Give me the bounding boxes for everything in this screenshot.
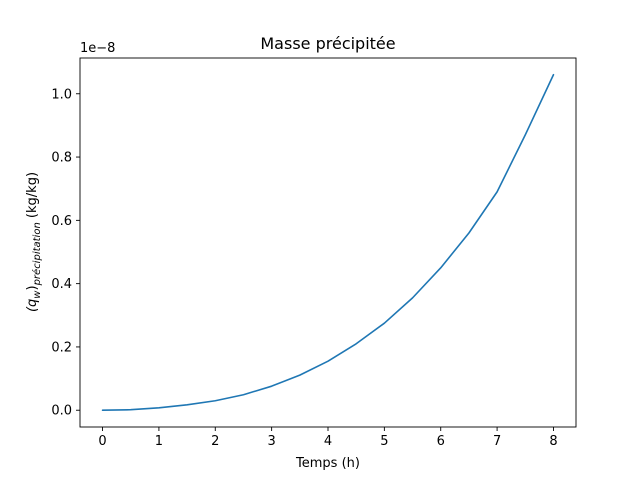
y-tick-label-2: 0.4 <box>51 277 72 292</box>
x-tick-label-6: 6 <box>437 434 445 449</box>
y-axis-label-close: ) <box>25 285 40 290</box>
y-axis-label-sub-precipitation: précipitation <box>31 222 43 286</box>
x-tick-label-8: 8 <box>549 434 557 449</box>
x-tick-label-3: 3 <box>267 434 275 449</box>
y-offset-text: 1e−8 <box>80 41 115 56</box>
series-line-0 <box>101 73 555 412</box>
y-tick-label-5: 1.0 <box>51 87 72 102</box>
x-tick-label-1: 1 <box>155 434 163 449</box>
y-tick-label-4: 0.8 <box>51 151 72 166</box>
plot-area: 0 1 2 3 4 5 6 7 8 0.0 0.2 0.4 0.6 0.8 1.0 <box>51 57 577 449</box>
x-axis-label: Temps (h) <box>295 456 360 471</box>
y-axis-label-unit: (kg/kg) <box>25 172 40 222</box>
x-tick-label-7: 7 <box>493 434 501 449</box>
x-tick-label-4: 4 <box>324 434 332 449</box>
x-tick-label-0: 0 <box>98 434 106 449</box>
y-axis-label-sub-w: w <box>32 290 43 299</box>
chart-title: Masse précipitée <box>260 34 395 53</box>
y-axis-label-main: (q <box>25 299 40 312</box>
x-tick-label-2: 2 <box>211 434 219 449</box>
y-tick-label-1: 0.2 <box>51 340 72 355</box>
y-tick-label-3: 0.6 <box>51 214 72 229</box>
x-tick-label-5: 5 <box>380 434 388 449</box>
y-axis-label: (qw)précipitation (kg/kg) <box>25 172 43 312</box>
y-tick-label-0: 0.0 <box>51 404 72 419</box>
